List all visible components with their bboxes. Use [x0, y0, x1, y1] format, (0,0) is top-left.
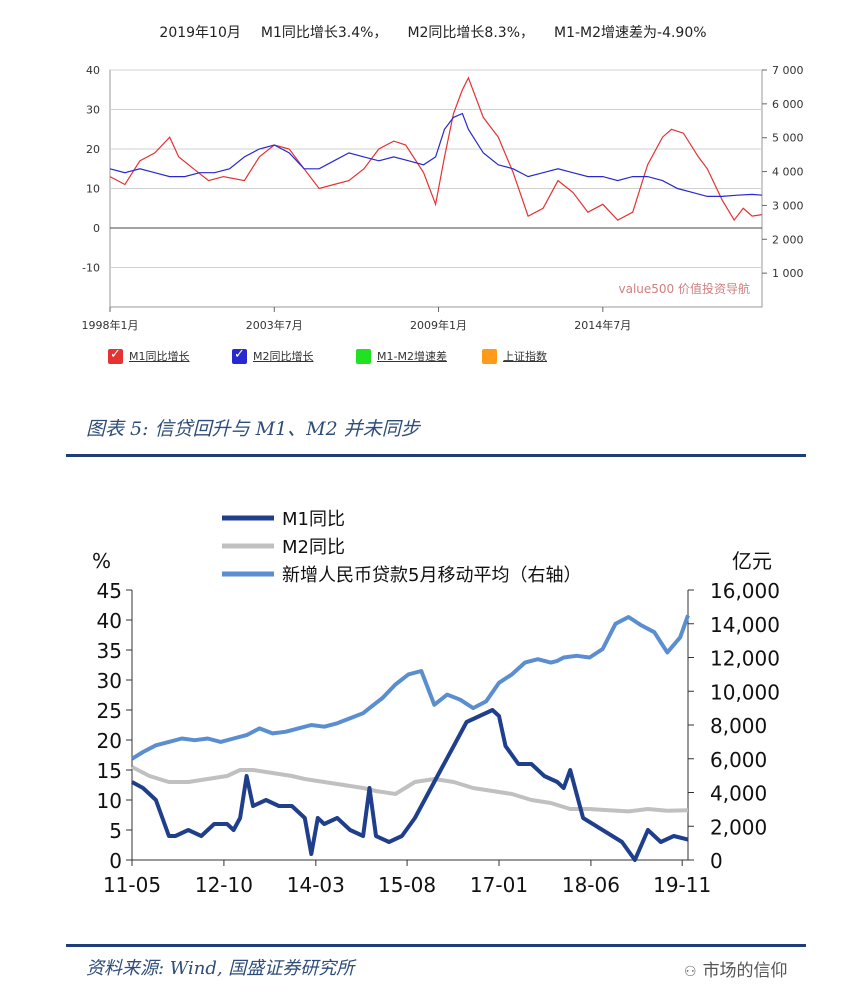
chart2-ylabel: % — [92, 549, 111, 573]
footer-watermark-text: 市场的信仰 — [702, 961, 788, 981]
figure-title: 图表 5: 信贷回升与 M1、M2 并未同步 — [86, 418, 420, 440]
chart1-y2-tick-label: 7 000 — [772, 64, 804, 77]
chart1-header-m2: M2同比增长8.3%， — [407, 25, 534, 41]
chart2-y-tick-label: 15 — [97, 759, 122, 783]
legend1-item-m1[interactable]: ✓ M1同比增长 — [108, 347, 190, 364]
chart2-y2-tick-label: 0 — [710, 849, 723, 873]
chart1-x-tick-label: 2003年7月 — [246, 318, 303, 332]
chart1-y-tick-label: -10 — [82, 262, 100, 275]
legend1-label[interactable]: M1同比增长 — [129, 350, 190, 363]
chart2-x-tick-label: 18-06 — [562, 873, 620, 897]
chart1-watermark: value500 价值投资导航 — [619, 281, 751, 296]
chart1-header-m1: M1同比增长3.4%， — [260, 25, 388, 41]
legend2-label: 新增人民币贷款5月移动平均（右轴） — [282, 565, 581, 586]
chart1-y2-tick-label: 3 000 — [772, 199, 804, 212]
divider — [66, 454, 806, 457]
chart1-x-tick-label: 1998年1月 — [82, 318, 139, 332]
legend1-item-gap[interactable]: M1-M2增速差 — [356, 348, 447, 364]
chart1-y-tick-label: 20 — [86, 143, 100, 156]
series-m1-line — [109, 76, 763, 222]
divider — [66, 944, 806, 947]
legend1-item-index[interactable]: 上证指数 — [482, 348, 547, 364]
legend1-label[interactable]: 上证指数 — [503, 350, 547, 363]
chart2-y2-tick-label: 6,000 — [710, 748, 767, 772]
chart2-y-tick-label: 5 — [109, 819, 122, 843]
chart1-y2-tick-label: 4 000 — [772, 166, 804, 179]
chart2-y-tick-label: 20 — [97, 729, 122, 753]
chart2-y2-tick-label: 10,000 — [710, 680, 780, 704]
chart1-header-gap: M1-M2增速差为-4.90% — [554, 25, 707, 41]
checkbox-icon[interactable]: ✓ — [108, 347, 123, 364]
wechat-icon: ⚇ — [684, 964, 697, 980]
checkbox-icon[interactable]: ✓ — [232, 347, 247, 364]
chart1-y2-tick-label: 6 000 — [772, 98, 804, 111]
checkbox-icon[interactable] — [356, 348, 371, 364]
chart2-x-tick-label: 11-05 — [103, 873, 161, 897]
chart2-ylabel-right: 亿元 — [732, 549, 772, 573]
chart1-y-tick-label: 10 — [86, 183, 100, 196]
series-m2-line — [131, 765, 689, 814]
chart2-x-tick-label: 12-10 — [195, 873, 253, 897]
chart1-y2-tick-label: 5 000 — [772, 132, 804, 145]
chart2-y2-tick-label: 12,000 — [710, 647, 780, 671]
chart1-header: 2019年10月 M1同比增长3.4%， M2同比增长8.3%， M1-M2增速差为-… — [0, 22, 866, 42]
footer-watermark: ⚇ 市场的信仰 — [684, 956, 788, 981]
legend2-label: M1同比 — [282, 509, 345, 530]
chart2-y-tick-label: 10 — [97, 789, 122, 813]
chart2-x-tick-label: 17-01 — [470, 873, 528, 897]
series-m1-line — [131, 708, 689, 862]
legend1-label[interactable]: M1-M2增速差 — [377, 350, 447, 363]
chart1-header-month: 2019年10月 — [159, 25, 241, 41]
chart2-y-tick-label: 30 — [97, 669, 122, 693]
chart2-y-tick-label: 45 — [97, 579, 122, 603]
chart2-y2-tick-label: 4,000 — [710, 782, 767, 806]
chart2-x-tick-label: 15-08 — [378, 873, 436, 897]
chart1-y-tick-label: 0 — [93, 222, 100, 235]
chart2-y-tick-label: 35 — [97, 639, 122, 663]
checkbox-icon[interactable] — [482, 348, 497, 364]
chart2-y-tick-label: 25 — [97, 699, 122, 723]
chart1-y-tick-label: 30 — [86, 104, 100, 117]
chart2-y2-tick-label: 16,000 — [710, 579, 780, 603]
chart2-x-tick-label: 19-11 — [653, 873, 711, 897]
chart1-x-tick-label: 2014年7月 — [574, 318, 631, 332]
chart1-x-tick-label: 2009年1月 — [410, 318, 467, 332]
series-loans-line — [130, 614, 690, 761]
chart2-x-tick-label: 14-03 — [287, 873, 345, 897]
legend2-label: M2同比 — [282, 537, 345, 558]
series-m2-line — [109, 112, 763, 197]
chart1-plot: -10 0 10 20 30 40 1 000 2 000 3 000 4 000 5 000 6 0… — [82, 64, 804, 332]
chart2-y2-tick-label: 14,000 — [710, 613, 780, 637]
legend1-item-m2[interactable]: ✓ M2同比增长 — [232, 347, 314, 364]
chart1-y-tick-label: 40 — [86, 64, 100, 77]
chart1-y2-tick-label: 1 000 — [772, 267, 804, 280]
chart2-y-tick-label: 0 — [109, 849, 122, 873]
source-note: 资料来源: Wind, 国盛证券研究所 — [86, 958, 355, 979]
chart2-y-tick-label: 40 — [97, 609, 122, 633]
chart2-y2-tick-label: 2,000 — [710, 815, 767, 839]
legend1-label[interactable]: M2同比增长 — [253, 350, 314, 363]
chart1-y2-tick-label: 2 000 — [772, 233, 804, 246]
chart2-y2-tick-label: 8,000 — [710, 714, 767, 738]
